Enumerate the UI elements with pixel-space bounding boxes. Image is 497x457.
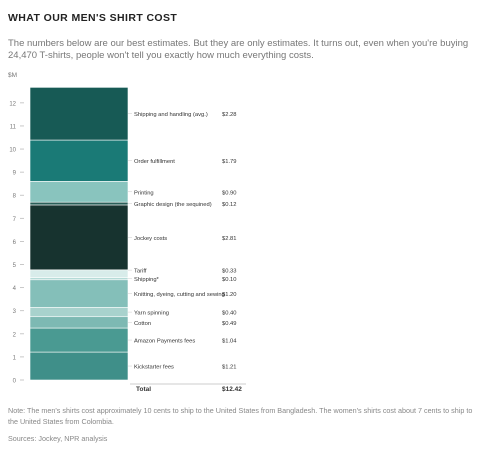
y-tick-label: 0 xyxy=(13,379,17,385)
bar-segment xyxy=(29,327,129,353)
y-tick-label: 11 xyxy=(10,124,17,130)
segment-label: Kickstarter fees xyxy=(134,365,174,371)
segment-label: Cotton xyxy=(134,321,151,327)
y-tick-label: 5 xyxy=(13,263,17,269)
segment-label: Tariff xyxy=(134,269,147,275)
y-tick-label: 9 xyxy=(13,171,17,177)
segment-value: $0.33 xyxy=(222,269,237,275)
segment-label: Shipping and handling (avg.) xyxy=(134,112,208,118)
y-tick-label: 3 xyxy=(13,309,17,315)
segment-value: $0.12 xyxy=(222,202,237,208)
bar-segment xyxy=(29,87,129,141)
chart-subtitle: The numbers below are our best estimates… xyxy=(8,38,469,61)
segment-value: $1.04 xyxy=(222,339,237,345)
total-label: Total xyxy=(136,386,151,393)
segment-value: $2.81 xyxy=(222,236,237,242)
bar-segment xyxy=(29,139,129,182)
y-tick-label: 10 xyxy=(9,148,16,154)
segment-label: Jockey costs xyxy=(134,236,167,242)
y-tick-label: 1 xyxy=(13,355,17,361)
segment-value: $0.49 xyxy=(222,321,237,327)
total-value: $12.42 xyxy=(222,386,242,393)
chart-title: WHAT OUR MEN'S SHIRT COST xyxy=(8,12,178,24)
bar-segment xyxy=(29,181,129,203)
segment-value: $1.79 xyxy=(222,159,237,165)
segment-value: $1.21 xyxy=(222,365,237,371)
segment-labels: Kickstarter fees $1.21 Amazon Payments fee… xyxy=(128,112,237,371)
chart-note: Note: The men's shirts cost approximatel… xyxy=(8,406,473,426)
bar-segment xyxy=(29,307,129,318)
bar-segment xyxy=(29,201,129,206)
bar-segments xyxy=(29,87,129,381)
segment-value: $0.90 xyxy=(222,190,237,196)
segment-value: $1.20 xyxy=(222,292,237,298)
y-axis-unit-label: $M xyxy=(8,72,17,79)
segment-label: Graphic design (the sequined) xyxy=(134,202,212,208)
segment-label: Order fulfillment xyxy=(134,159,175,165)
bar-segment xyxy=(29,279,129,308)
y-tick-label: 7 xyxy=(13,217,17,223)
segment-label: Shipping* xyxy=(134,277,160,283)
y-tick-label: 12 xyxy=(9,101,16,107)
segment-value: $0.40 xyxy=(222,311,237,317)
segment-label: Knitting, dyeing, cutting and sewing xyxy=(134,292,225,298)
bar-segment xyxy=(29,204,129,271)
y-tick-label: 2 xyxy=(13,332,17,338)
segment-value: $2.28 xyxy=(222,112,237,118)
y-tick-label: 6 xyxy=(13,240,17,246)
segment-label: Yarn spinning xyxy=(134,311,169,317)
bar-segment xyxy=(29,316,129,329)
y-tick-label: 4 xyxy=(13,286,17,292)
segment-value: $0.10 xyxy=(222,277,237,283)
chart-sources: Sources: Jockey, NPR analysis xyxy=(8,434,108,443)
bar-segment xyxy=(29,277,129,281)
bar-segment xyxy=(29,351,129,381)
segment-label: Amazon Payments fees xyxy=(134,339,195,345)
bar-segment xyxy=(29,269,129,278)
segment-label: Printing xyxy=(134,190,154,196)
y-tick-label: 8 xyxy=(13,194,17,200)
